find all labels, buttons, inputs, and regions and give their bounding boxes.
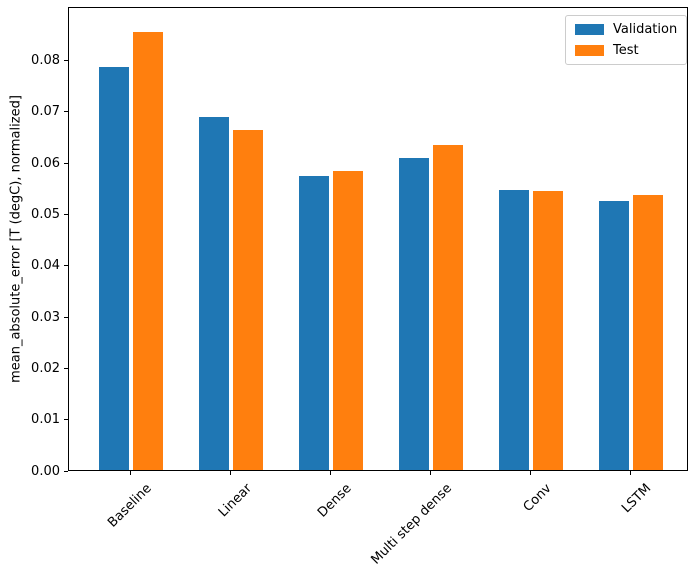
y-tick-label: 0.02 — [31, 360, 60, 376]
y-tick-mark — [64, 213, 68, 215]
x-tick-mark — [629, 471, 631, 475]
y-tick-mark — [64, 470, 68, 472]
y-tick-label: 0.00 — [31, 463, 60, 479]
y-tick-mark — [64, 316, 68, 318]
y-tick-mark — [64, 59, 68, 61]
y-tick-mark — [64, 162, 68, 164]
bar-validation-baseline — [99, 66, 129, 470]
bar-test-dense — [333, 170, 363, 470]
x-tick-mark — [429, 471, 431, 475]
x-tick-mark — [529, 471, 531, 475]
y-tick-mark — [64, 367, 68, 369]
bar-validation-linear — [199, 116, 229, 470]
x-tick-mark — [229, 471, 231, 475]
legend-entry-validation: Validation — [575, 22, 677, 37]
legend-label: Test — [613, 43, 639, 58]
plot-area — [68, 7, 688, 471]
y-tick-mark — [64, 265, 68, 267]
legend-swatch-test — [575, 45, 604, 56]
y-tick-mark — [64, 419, 68, 421]
bar-test-lstm — [633, 195, 663, 470]
y-tick-label: 0.01 — [31, 412, 60, 428]
y-tick-label: 0.07 — [31, 104, 60, 120]
bar-validation-conv — [499, 190, 529, 470]
x-tick-mark — [329, 471, 331, 475]
x-tick-label-multi-step-dense: Multi step dense — [368, 481, 455, 568]
bar-test-baseline — [133, 31, 163, 470]
bar-validation-dense — [299, 176, 329, 470]
bar-validation-multi-step-dense — [399, 158, 429, 470]
x-tick-label-linear: Linear — [215, 481, 255, 521]
bar-test-conv — [533, 191, 563, 470]
legend-label: Validation — [613, 22, 678, 37]
x-tick-mark — [129, 471, 131, 475]
bar-test-linear — [233, 129, 263, 470]
legend-entry-test: Test — [575, 43, 677, 58]
y-axis-label: mean_absolute_error [T (degC), normalize… — [8, 95, 24, 383]
x-tick-label-baseline: Baseline — [105, 481, 155, 531]
y-tick-mark — [64, 111, 68, 113]
x-tick-label-dense: Dense — [314, 481, 355, 521]
x-tick-label-conv: Conv — [520, 481, 555, 515]
legend-swatch-validation — [575, 24, 604, 35]
y-tick-label: 0.03 — [31, 309, 60, 325]
y-tick-label: 0.08 — [31, 52, 60, 68]
y-tick-label: 0.04 — [31, 258, 60, 274]
bar-validation-lstm — [599, 201, 629, 470]
x-tick-label-lstm: LSTM — [619, 481, 655, 517]
y-tick-label: 0.06 — [31, 155, 60, 171]
legend: Validation Test — [565, 15, 688, 65]
bar-test-multi-step-dense — [433, 144, 463, 470]
y-tick-label: 0.05 — [31, 206, 60, 222]
